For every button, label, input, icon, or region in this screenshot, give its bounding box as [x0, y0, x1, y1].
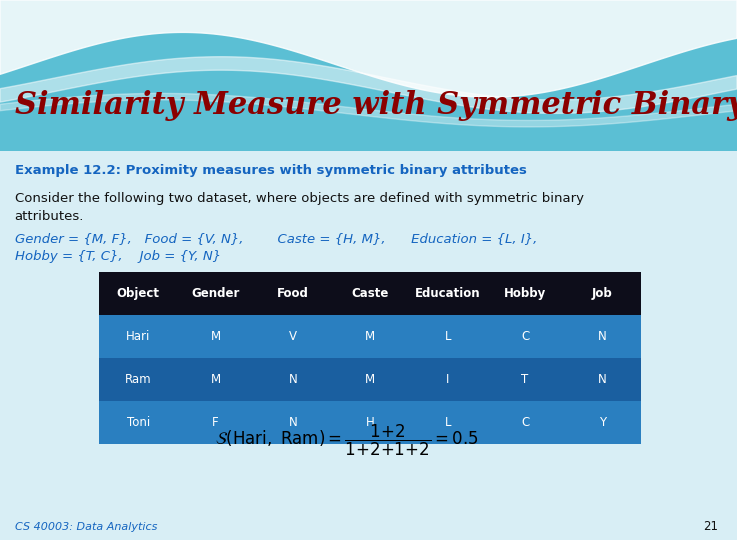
Text: M: M — [211, 373, 220, 386]
Text: Consider the following two dataset, where objects are defined with symmetric bin: Consider the following two dataset, wher… — [15, 192, 584, 205]
Text: H: H — [366, 416, 374, 429]
Text: $\mathcal{S}(\mathrm{Hari,\ Ram}) = \dfrac{1{+}2}{1{+}2{+}1{+}2} = 0.5$: $\mathcal{S}(\mathrm{Hari,\ Ram}) = \dfr… — [214, 422, 478, 458]
Text: Example 12.2: Proximity measures with symmetric binary attributes: Example 12.2: Proximity measures with sy… — [15, 164, 527, 177]
Text: Y: Y — [599, 416, 606, 429]
Text: 21: 21 — [704, 520, 719, 533]
Text: N: N — [598, 373, 607, 386]
Text: C: C — [521, 416, 529, 429]
Text: attributes.: attributes. — [15, 210, 84, 222]
Text: Education: Education — [415, 287, 481, 300]
Text: T: T — [522, 373, 528, 386]
Text: Gender = {M, F},   Food = {V, N},        Caste = {H, M},      Education = {L, I}: Gender = {M, F}, Food = {V, N}, Caste = … — [15, 232, 537, 245]
Text: Similarity Measure with Symmetric Binary: Similarity Measure with Symmetric Binary — [15, 90, 737, 121]
Text: CS 40003: Data Analytics: CS 40003: Data Analytics — [15, 522, 157, 531]
Text: Toni: Toni — [127, 416, 150, 429]
FancyBboxPatch shape — [0, 0, 737, 151]
Text: C: C — [521, 330, 529, 343]
FancyBboxPatch shape — [99, 401, 641, 444]
Text: Hobby: Hobby — [504, 287, 546, 300]
Text: Hari: Hari — [126, 330, 150, 343]
Text: L: L — [444, 416, 451, 429]
Text: M: M — [366, 330, 375, 343]
FancyBboxPatch shape — [99, 358, 641, 401]
Text: N: N — [289, 373, 297, 386]
Text: N: N — [289, 416, 297, 429]
FancyBboxPatch shape — [99, 272, 641, 315]
Text: Hobby = {T, C},    Job = {Y, N}: Hobby = {T, C}, Job = {Y, N} — [15, 250, 221, 263]
Text: F: F — [212, 416, 219, 429]
Text: Ram: Ram — [125, 373, 152, 386]
Text: Caste: Caste — [352, 287, 389, 300]
Text: M: M — [366, 373, 375, 386]
FancyBboxPatch shape — [99, 315, 641, 358]
Text: N: N — [598, 330, 607, 343]
Text: V: V — [289, 330, 297, 343]
Text: Gender: Gender — [192, 287, 240, 300]
Text: Food: Food — [277, 287, 309, 300]
Text: L: L — [444, 330, 451, 343]
Text: I: I — [446, 373, 450, 386]
Text: Object: Object — [116, 287, 160, 300]
Text: Job: Job — [592, 287, 613, 300]
Text: M: M — [211, 330, 220, 343]
